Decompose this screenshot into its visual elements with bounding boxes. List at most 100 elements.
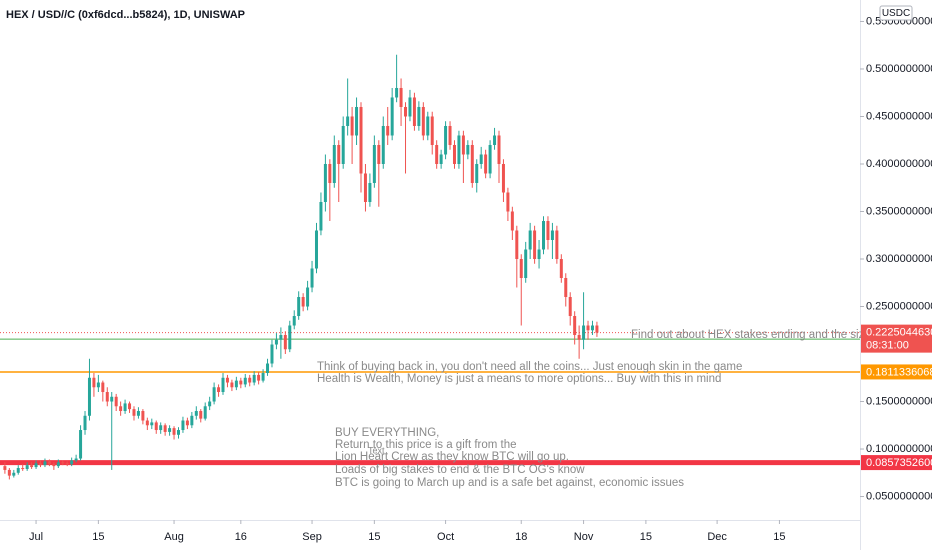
candle-body [297, 297, 301, 317]
candle-body [457, 135, 461, 164]
candle-body [542, 220, 546, 250]
candle-body [47, 461, 51, 465]
candle-body [56, 462, 60, 467]
candle-body [506, 192, 510, 212]
annotation: BTC is going to March up and is a safe b… [335, 477, 684, 489]
candle-body [208, 401, 212, 407]
candle-body [261, 373, 265, 381]
candle-body [390, 97, 394, 136]
candle-body [92, 377, 96, 388]
candle-body [395, 87, 399, 98]
candle-body [132, 409, 136, 416]
candle-body [595, 325, 599, 333]
candle-body [7, 469, 11, 476]
y-tick-label: 0.5000000000 [866, 63, 932, 75]
candle-body [582, 325, 586, 340]
candle-body [341, 125, 345, 164]
candle-body [399, 87, 403, 107]
candle-body [439, 154, 443, 164]
price-tag-label: 0.1811336068 [866, 366, 932, 378]
x-tick-label: Oct [437, 531, 454, 543]
x-tick-label: 18 [515, 531, 527, 543]
candle-body [488, 144, 492, 174]
candle-body [168, 428, 172, 432]
last-price-tag [861, 324, 932, 353]
candle-body [61, 462, 65, 464]
candle-body [306, 287, 310, 307]
candle-body [270, 344, 274, 364]
y-tick-label: 0.3000000000 [866, 253, 932, 265]
candle-body [225, 377, 229, 383]
candle-body [279, 335, 283, 340]
candle-body [426, 116, 430, 136]
candle-body [190, 415, 194, 426]
candle-body [74, 458, 78, 461]
candle-body [83, 415, 87, 431]
y-tick-label: 0.4000000000 [866, 158, 932, 170]
candle-body [52, 464, 56, 467]
candle-body [185, 420, 189, 426]
candle-body [221, 377, 225, 393]
candle-body [203, 406, 207, 419]
candle-body [159, 425, 163, 431]
candle-body [555, 230, 559, 260]
candle-body [176, 430, 180, 435]
candle-body [119, 406, 123, 412]
price-tag [861, 364, 932, 380]
candle-body [141, 411, 145, 421]
price-tag-label: 0.0857352600 [866, 457, 932, 469]
candle-body [123, 403, 127, 412]
candle-body [243, 377, 247, 385]
candle-body [181, 420, 185, 431]
candle-body [314, 230, 318, 269]
candle-body [114, 396, 118, 407]
candle-body [34, 463, 38, 468]
candle-body [248, 377, 252, 383]
candle-body [194, 411, 198, 416]
candle-body [283, 335, 287, 350]
currency-label: USDC [882, 8, 910, 19]
candle-body [274, 339, 278, 345]
candle-body [110, 396, 114, 402]
candle-body [212, 387, 216, 402]
x-tick-label: 15 [773, 531, 785, 543]
candle-body [266, 363, 270, 374]
candle-body [515, 230, 519, 260]
candle-body [96, 382, 100, 388]
x-tick-label: Sep [302, 531, 322, 543]
candle-body [257, 374, 261, 381]
candle-body [301, 297, 305, 307]
last-price-label: 0.2225044630 [866, 327, 932, 339]
candle-body [461, 135, 465, 155]
candle-body [337, 144, 341, 164]
candle-body [350, 116, 354, 136]
candle-body [172, 428, 176, 435]
candle-body [252, 374, 256, 383]
price-lines [0, 332, 860, 466]
candle-body [288, 325, 292, 350]
x-tick-label: 15 [368, 531, 380, 543]
candle-body [230, 382, 234, 388]
x-tick-label: 15 [92, 531, 104, 543]
candle-body [319, 201, 323, 231]
candle-body [421, 106, 425, 136]
x-tick-label: Dec [707, 531, 727, 543]
candle-body [519, 259, 523, 279]
price-tag [861, 455, 932, 471]
candle-body [368, 182, 372, 202]
candle-body [79, 430, 83, 459]
candle-body [12, 472, 16, 476]
annotation: BUY EVERYTHING, [335, 427, 439, 439]
candle-body [524, 249, 528, 279]
candle-body [550, 230, 554, 240]
candle-body [355, 106, 359, 136]
y-tick-label: 0.1000000000 [866, 443, 932, 455]
candle-body [479, 154, 483, 164]
candle-body [217, 387, 221, 393]
candle-body [568, 297, 572, 317]
candle-body [43, 461, 47, 466]
candle-body [528, 230, 532, 250]
candle-body [3, 466, 7, 470]
candle-body [21, 468, 25, 470]
